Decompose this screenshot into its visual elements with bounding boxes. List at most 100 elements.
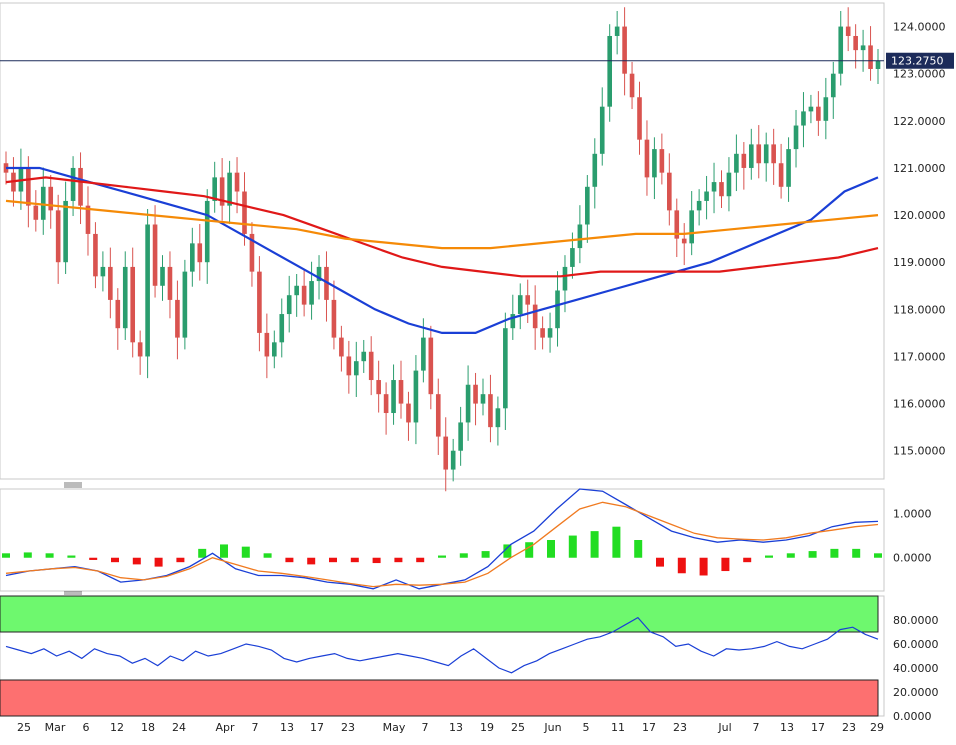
candle-body (711, 182, 717, 192)
candle-body (488, 394, 493, 428)
candle-body (353, 361, 359, 376)
candle-body (368, 351, 374, 381)
candle-body (376, 380, 381, 395)
candle-body (182, 271, 188, 338)
x-tick-label: 13 (280, 721, 294, 734)
x-tick-label: 25 (17, 721, 31, 734)
macd-histogram-bar (111, 557, 119, 563)
candle-body (681, 238, 687, 244)
macd-tick-label: 0.0000 (893, 552, 932, 565)
candle-body (443, 436, 449, 470)
macd-histogram-bar (372, 557, 381, 564)
macd-histogram-bar (198, 548, 207, 558)
candle-body (309, 281, 314, 305)
candle-body (271, 342, 277, 357)
candle-body (622, 26, 627, 74)
candle-body (152, 224, 158, 286)
candle-body (122, 266, 128, 329)
candle-body (406, 403, 411, 423)
x-tick-label: Jul (717, 721, 731, 734)
rsi-tick-label: 0.0000 (893, 710, 932, 723)
price-tick-label: 116.0000 (893, 398, 946, 411)
candle-body (331, 299, 337, 338)
candle-body (667, 172, 672, 211)
x-tick-label: 24 (172, 721, 186, 734)
macd-histogram-bar (874, 553, 882, 558)
candle-body (175, 299, 180, 338)
candle-body (26, 167, 31, 206)
candle-body (190, 243, 195, 272)
candle-body (577, 224, 583, 249)
macd-histogram-bar (765, 555, 773, 558)
x-tick-label: 7 (422, 721, 429, 734)
candle-body (264, 332, 270, 357)
candle-body (659, 149, 665, 173)
price-tick-label: 117.0000 (893, 350, 946, 363)
macd-histogram-bar (656, 557, 664, 567)
candle-body (204, 200, 210, 263)
candle-body (838, 26, 844, 74)
candle-body (823, 97, 829, 121)
candle-body (428, 337, 434, 395)
macd-histogram-bar (743, 557, 752, 563)
candle-body (801, 111, 806, 126)
price-tick-label: 124.0000 (893, 21, 946, 34)
x-tick-label: 13 (780, 721, 794, 734)
macd-histogram-bar (350, 557, 359, 563)
price-tick-label: 121.0000 (893, 162, 946, 175)
macd-histogram-bar (220, 544, 228, 558)
candle-body (562, 266, 568, 291)
price-tick-label: 119.0000 (893, 256, 946, 269)
macd-histogram-bar (132, 557, 141, 565)
candle-body (339, 337, 344, 357)
x-tick-label: 6 (83, 721, 90, 734)
candle-body (786, 149, 791, 187)
candle-body (316, 266, 322, 282)
macd-histogram-bar (634, 540, 643, 558)
candle-body (503, 328, 508, 409)
x-tick-label: 23 (842, 721, 856, 734)
macd-histogram-bar (285, 557, 294, 563)
macd-histogram-bar (154, 557, 163, 567)
candle-body (614, 26, 620, 36)
x-tick-label: 18 (141, 721, 155, 734)
x-tick-label: 17 (310, 721, 324, 734)
candle-body (629, 73, 635, 98)
macd-histogram-bar (67, 555, 76, 558)
candle-body (100, 266, 106, 277)
rsi-oversold-zone (0, 679, 879, 717)
candle-body (249, 233, 255, 272)
rsi-line (5, 616, 879, 674)
moving-average-line-0 (6, 166, 879, 334)
macd-histogram-bar (699, 557, 708, 576)
price-tick-label: 115.0000 (893, 445, 946, 458)
candle-body (860, 45, 866, 51)
candle-body (495, 408, 501, 428)
candle-body (413, 370, 419, 423)
x-tick-label: May (383, 721, 406, 734)
x-tick-label: Apr (215, 721, 235, 734)
candle-body (286, 295, 292, 315)
x-tick-label: 7 (252, 721, 259, 734)
moving-average-line-2 (5, 199, 879, 250)
candle-body (257, 271, 262, 333)
candle-body (458, 422, 463, 451)
macd-histogram-bar (329, 557, 337, 563)
macd-histogram-bar (416, 557, 425, 563)
candle-body (130, 266, 136, 343)
x-tick-label: 7 (753, 721, 760, 734)
macd-histogram-bar (23, 552, 32, 558)
macd-histogram-bar (677, 557, 686, 574)
candle-body (197, 243, 203, 263)
candle-body (33, 205, 39, 220)
candle-body (450, 450, 456, 470)
price-tick-label: 122.0000 (893, 115, 946, 128)
x-tick-label: 19 (480, 721, 494, 734)
candle-body (383, 394, 389, 414)
macd-histogram-bar (786, 553, 795, 558)
candle-body (40, 186, 46, 220)
candle-body (212, 177, 217, 201)
candle-body (242, 191, 247, 234)
